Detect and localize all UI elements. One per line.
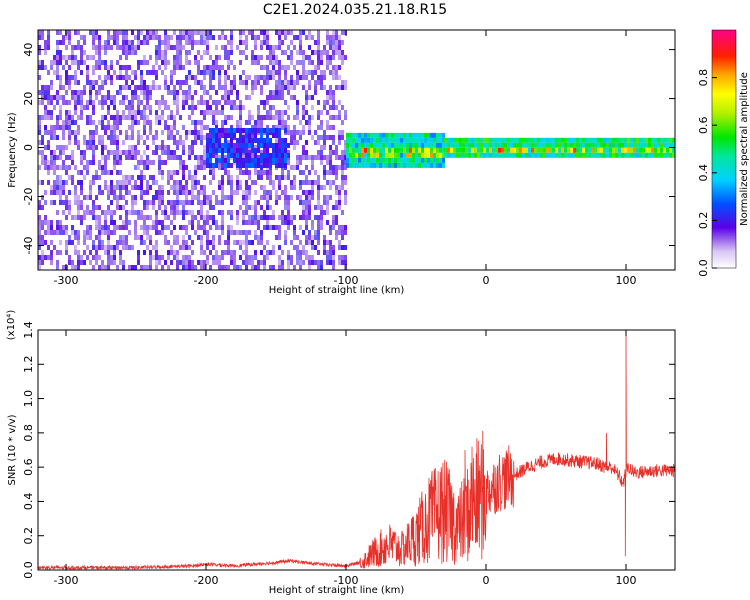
y-tick-label: 0.0 (22, 561, 35, 579)
x-tick-label: 0 (483, 274, 490, 287)
heatmap-region (346, 132, 445, 168)
heatmap-region (206, 128, 290, 168)
x-tick-label: -300 (54, 274, 79, 287)
colorbar-gradient (711, 29, 737, 269)
y-tick-label: -20 (22, 188, 35, 206)
snr-line-plot (38, 330, 675, 570)
colorbar-tick-label: 0.0 (697, 259, 710, 277)
x-tick-label: -100 (334, 574, 359, 587)
x-tick-label: 0 (483, 574, 490, 587)
y-tick-label: 0.4 (22, 493, 35, 511)
y-tick-label: 0.6 (22, 458, 35, 476)
colorbar: 0.0 0.2 0.4 0.6 0.8 Normalized spectral ampli… (697, 29, 750, 277)
plot-frame (37, 329, 676, 571)
colorbar-tick-label: 0.2 (697, 212, 710, 230)
colorbar-label: Normalized spectral amplitude (739, 72, 750, 226)
x-tick-label: 100 (616, 274, 637, 287)
heatmap-plot (38, 30, 675, 270)
colorbar-tick-label: 0.8 (697, 69, 710, 87)
y-tick-label: -40 (22, 237, 35, 255)
y-tick-label: 0 (22, 144, 35, 151)
y-tick-label: 1.0 (22, 390, 35, 408)
x-axis-label: Height of straight line (km) (269, 585, 405, 596)
heatmap-region (444, 137, 675, 158)
snr-series-line (38, 330, 675, 570)
colorbar-tick-label: 0.4 (697, 164, 710, 182)
y-tick-label: 0.8 (22, 424, 35, 442)
colorbar-tick-label: 0.6 (697, 116, 710, 134)
y-tick-label: 1.4 (22, 321, 35, 339)
y-axis-label: SNR (10 * v/v) (7, 414, 18, 485)
y-tick-label: 1.2 (22, 356, 35, 374)
page-title: C2E1.2024.035.21.18.R15 (262, 2, 448, 18)
y-tick-label: 20 (22, 92, 35, 106)
x-tick-label: -100 (334, 274, 359, 287)
plot-frame (37, 29, 676, 271)
y-tick-label: 0.2 (22, 527, 35, 545)
heatmap-region (38, 30, 347, 270)
y-axis-label: Frequency (Hz) (7, 112, 18, 188)
x-tick-label: -300 (54, 574, 79, 587)
snr-axes: -300 -200 -100 0 100 0.0 0.2 0.4 0.6 0.8 1.0 1.2 1.4… (6, 310, 676, 596)
x-tick-label: -200 (194, 574, 219, 587)
x-tick-label: -200 (194, 274, 219, 287)
x-tick-label: 100 (616, 574, 637, 587)
y-tick-label: 40 (22, 43, 35, 57)
y-multiplier-label: (x10⁴) (6, 310, 17, 341)
x-axis-label: Height of straight line (km) (269, 285, 405, 296)
